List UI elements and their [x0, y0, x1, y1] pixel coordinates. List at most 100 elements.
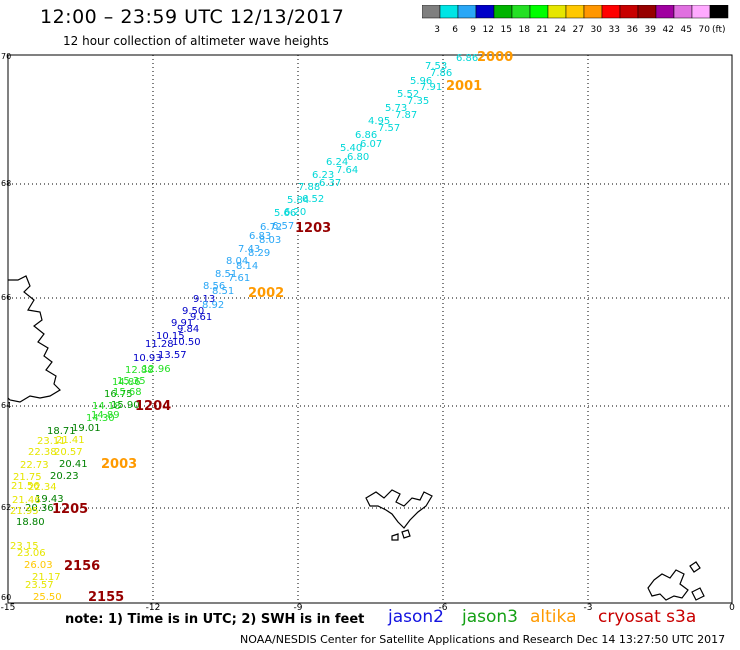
wave-height-value: 8.51: [215, 269, 237, 280]
wave-height-value: 7.43: [238, 244, 260, 255]
wave-height-value: 7.53: [425, 61, 447, 72]
shetland-islands: [647, 561, 705, 601]
wave-height-value: 21.41: [56, 435, 85, 446]
color-scale-label: 24: [555, 25, 567, 35]
wave-height-value: 6.83: [249, 231, 271, 242]
wave-height-value: 20.23: [50, 471, 79, 482]
color-scale-label: 36: [627, 25, 639, 35]
pass-time-labels: 2000 2001 1203 2002 1204 2003 1205 2156 2155: [52, 50, 513, 605]
wave-height-value: 12.96: [142, 364, 171, 375]
pass-time-label: 2002: [248, 286, 284, 301]
wave-height-value: 18.71: [47, 426, 76, 437]
pass-time-label: 2156: [64, 559, 100, 574]
longitude-label: -15: [1, 603, 16, 610]
wave-height-value: 9.91: [171, 318, 193, 329]
latitude-label: 62: [1, 503, 11, 512]
wave-height-value: 6.23: [312, 170, 334, 181]
pass-time-label: 2000: [477, 50, 513, 65]
wave-height-value: 7.86: [430, 68, 452, 79]
wave-height-value: 8.04: [226, 256, 248, 267]
wave-height-value: 15.90: [111, 400, 140, 411]
map-subtitle: 12 hour collection of altimeter wave hei…: [63, 34, 329, 48]
wave-height-value: 6.80: [347, 152, 369, 163]
wave-height-value: 23.11: [37, 436, 66, 447]
longitude-label: -9: [294, 603, 303, 610]
wave-height-value: 23.15: [10, 541, 39, 552]
legend-jason2: jason2: [388, 607, 444, 627]
wave-height-value: 20.41: [59, 459, 88, 470]
wave-height-value: 15.35: [117, 376, 146, 387]
wave-height-value: 5.84: [287, 195, 309, 206]
wave-height-value: 15.68: [113, 387, 142, 398]
wave-height-value: 19.43: [35, 494, 64, 505]
wave-height-value: 6.20: [284, 207, 306, 218]
wave-height-value: 22.73: [20, 460, 49, 471]
latitude-label: 70: [1, 52, 11, 61]
color-scale-label: 15: [501, 25, 512, 35]
wave-height-value: 6.86: [355, 130, 377, 141]
wave-height-value: 10.50: [172, 337, 201, 348]
wave-height-value: 7.64: [336, 165, 358, 176]
pass-time-label: 2001: [446, 79, 482, 94]
wave-height-value: 9.13: [193, 294, 215, 305]
color-scale-label: 39: [645, 25, 657, 35]
credits-footer: NOAA/NESDIS Center for Satellite Applica…: [240, 633, 726, 646]
color-scale-label: 9: [470, 25, 476, 35]
color-scale-label: (ft): [712, 25, 726, 35]
wave-height-value: 6.57: [272, 221, 294, 232]
wave-height-value: 6.24: [326, 157, 348, 168]
legend-cryosat-s3a: cryosat s3a: [598, 607, 697, 627]
wave-height-value: 5.96: [410, 76, 432, 87]
wave-height-value: 8.14: [236, 261, 258, 272]
pass-time-label: 1203: [295, 221, 331, 236]
wave-height-value: 7.91: [420, 82, 442, 93]
wave-height-value: 25.50: [33, 592, 62, 603]
pass-time-label: 1205: [52, 502, 88, 517]
wave-height-value: 8.92: [202, 300, 224, 311]
color-scale-label: 18: [519, 25, 531, 35]
wave-height-value: 6.37: [319, 178, 341, 189]
wave-height-value: 10.93: [133, 353, 162, 364]
color-scale-label: 3: [434, 25, 440, 35]
wave-height-value: 5.66: [274, 208, 296, 219]
color-scale-label: 12: [483, 25, 494, 35]
wave-height-value: 21.56: [11, 481, 40, 492]
wave-height-value: 7.61: [228, 273, 250, 284]
wave-height-value: 6.86: [456, 53, 478, 64]
wave-height-value: 8.03: [259, 235, 281, 246]
wave-height-value: 22.34: [28, 482, 57, 493]
wave-height-value: 5.52: [397, 89, 419, 100]
wave-height-value: 21.17: [32, 572, 61, 583]
color-scale-label: 70: [699, 25, 711, 35]
wave-height-value: 9.84: [177, 324, 199, 335]
wave-height-value: 21.75: [13, 472, 42, 483]
latitude-label: 64: [1, 401, 11, 410]
longitude-label: -6: [439, 603, 448, 610]
wave-height-value: 10.15: [156, 331, 185, 342]
pass-time-label: 2155: [88, 590, 124, 605]
color-scale-label: 42: [663, 25, 674, 35]
wave-height-value: 20.57: [54, 447, 83, 458]
land-outlines: [7, 275, 705, 601]
color-scale-label: 21: [537, 25, 548, 35]
graticule: [8, 55, 732, 603]
longitude-label: -12: [146, 603, 161, 610]
wave-height-value: 19.01: [72, 423, 101, 434]
wave-height-value: 5.73: [385, 103, 407, 114]
latitude-label: 68: [1, 179, 11, 188]
wave-height-value: 8.56: [203, 281, 225, 292]
wave-height-value: 13.57: [158, 350, 187, 361]
wave-height-value: 5.40: [340, 143, 362, 154]
latitude-label: 66: [1, 293, 11, 302]
wave-height-value: 8.29: [248, 248, 270, 259]
axis-labels: 70 68 66 64 62 60-15 -12 -9 -6 -3 0: [1, 52, 735, 610]
wave-height-value: 6.52: [302, 194, 324, 205]
longitude-label: -3: [584, 603, 593, 610]
footnote: note: 1) Time is in UTC; 2) SWH is in fe…: [65, 612, 365, 627]
wave-height-value: 6.72: [260, 222, 282, 233]
longitude-label: 0: [729, 603, 735, 610]
wave-height-value: 14.89: [91, 410, 120, 421]
legend-altika: altika: [530, 607, 577, 627]
map-frame: [7, 54, 733, 604]
color-scale-label: 30: [591, 25, 603, 35]
